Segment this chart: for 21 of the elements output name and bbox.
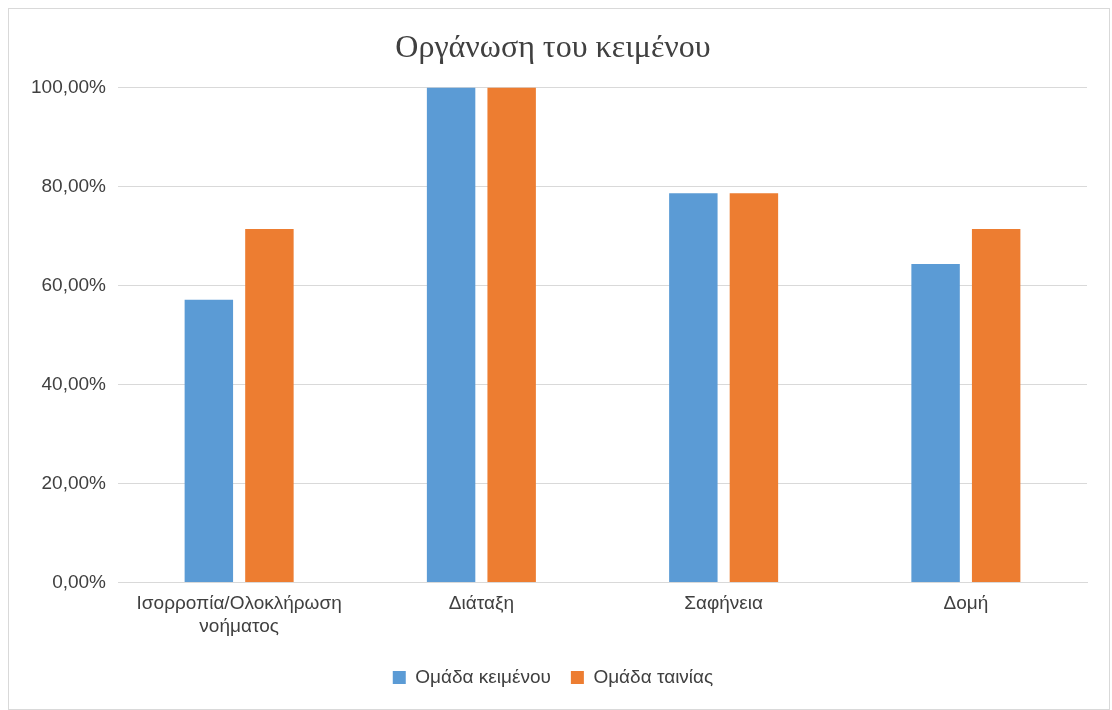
y-tick-label: 40,00% [41, 372, 107, 394]
bar [911, 264, 960, 582]
chart-title: Οργάνωση του κειμένου [395, 27, 711, 64]
bar [487, 87, 536, 582]
bar [184, 299, 234, 582]
legend-label: Ομάδα κειμένου [415, 665, 551, 687]
y-tick-label: 0,00% [52, 570, 107, 592]
x-tick-label: Διάταξη [448, 592, 514, 614]
bar [971, 228, 1021, 582]
bar [669, 193, 718, 582]
y-tick-label: 80,00% [41, 174, 107, 196]
bar [426, 87, 476, 582]
y-tick-label: 60,00% [41, 273, 107, 295]
legend-label: Ομάδα ταινίας [593, 665, 714, 687]
x-tick-label: Σαφήνεια [684, 592, 764, 614]
x-tick-label: Δομή [943, 592, 989, 614]
bar [245, 228, 294, 582]
y-tick-label: 20,00% [41, 471, 107, 493]
x-tick-label: Ισορροπία/Ολοκλήρωση νοήματος [136, 592, 342, 636]
bar [729, 193, 779, 582]
y-tick-label: 100,00% [30, 75, 107, 97]
